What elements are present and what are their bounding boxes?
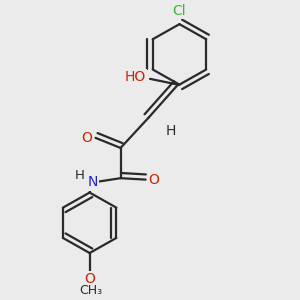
Text: N: N [87,176,98,190]
Text: H: H [74,169,84,182]
Text: HO: HO [124,70,146,84]
Text: O: O [148,172,159,187]
Text: Cl: Cl [172,4,186,18]
Text: H: H [165,124,176,138]
Text: CH₃: CH₃ [80,284,103,297]
Text: O: O [82,131,93,145]
Text: O: O [84,272,95,286]
